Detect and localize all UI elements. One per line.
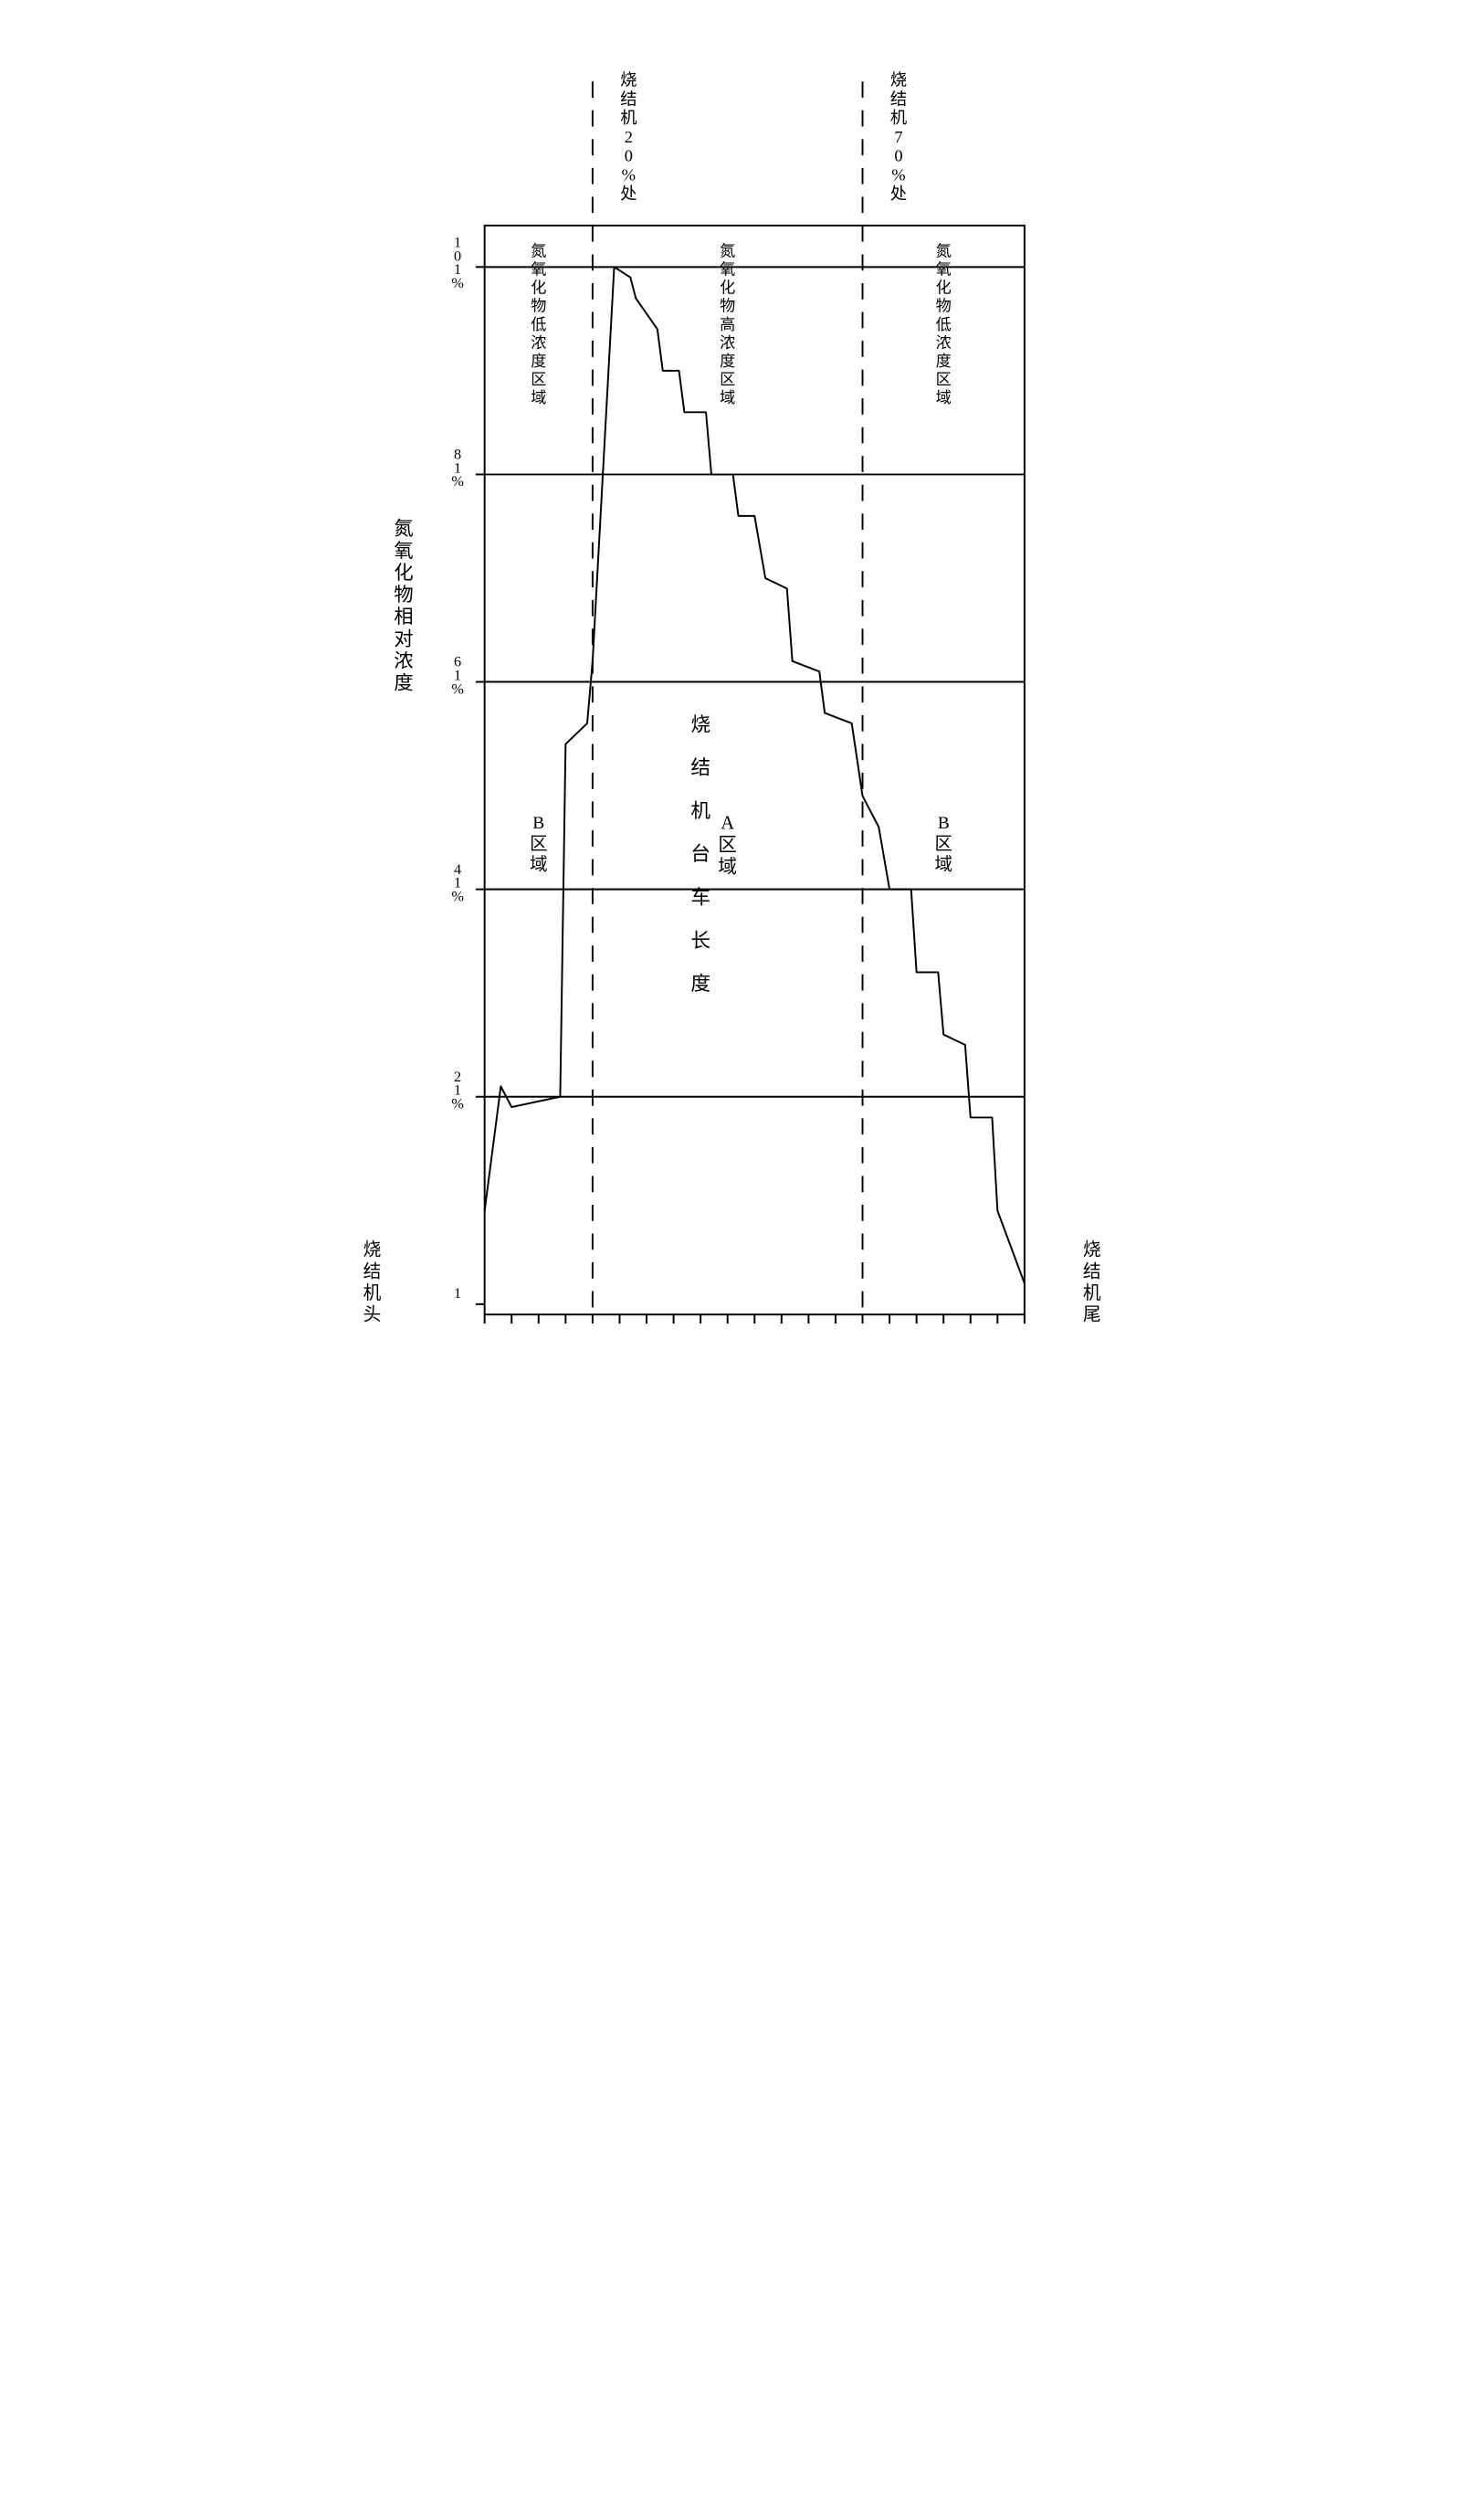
svg-text:化: 化 [394,562,413,584]
svg-text:低: 低 [531,316,546,333]
svg-text:机: 机 [690,800,710,822]
svg-text:氧: 氧 [720,261,735,279]
svg-text:7: 7 [894,128,902,146]
svg-text:烧: 烧 [1083,1240,1101,1260]
svg-text:0: 0 [894,147,902,165]
svg-text:B: B [938,814,950,833]
svg-text:域: 域 [936,389,952,406]
svg-text:氧: 氧 [936,261,952,279]
svg-text:度: 度 [936,353,952,370]
svg-text:氧: 氧 [394,540,413,562]
svg-text:%: % [891,165,905,184]
svg-text:浓: 浓 [394,649,413,671]
svg-text:%: % [451,275,464,291]
svg-text:度: 度 [690,973,710,995]
svg-text:结: 结 [363,1261,382,1281]
svg-text:氮: 氮 [531,242,546,259]
svg-text:%: % [451,888,464,904]
svg-text:区: 区 [720,371,735,388]
svg-text:%: % [451,1095,464,1112]
svg-text:2: 2 [625,128,633,146]
svg-text:区: 区 [934,835,952,854]
svg-text:长: 长 [690,930,710,952]
svg-text:度: 度 [720,353,735,370]
svg-text:%: % [622,165,636,184]
svg-text:1: 1 [454,1285,461,1302]
svg-text:烧: 烧 [363,1240,382,1260]
svg-text:高: 高 [720,316,735,333]
svg-text:头: 头 [363,1305,382,1325]
svg-text:烧: 烧 [890,71,907,90]
svg-text:%: % [451,473,464,490]
svg-text:烧: 烧 [690,713,710,735]
svg-text:氮: 氮 [936,242,952,259]
svg-text:域: 域 [531,389,546,406]
svg-text:度: 度 [394,671,413,693]
svg-text:区: 区 [531,371,546,388]
svg-text:A: A [721,813,734,833]
svg-text:化: 化 [531,279,546,297]
svg-text:处: 处 [890,185,907,203]
svg-text:物: 物 [394,584,413,606]
svg-text:域: 域 [934,855,952,875]
svg-text:烧: 烧 [620,71,637,90]
svg-text:度: 度 [531,353,546,370]
svg-text:%: % [451,680,464,697]
chart-figure: 101%81%61%41%21%1烧结机20%处烧结机70%处氮氧化物相对浓度氮… [331,37,1142,1427]
svg-text:物: 物 [936,298,952,315]
svg-text:域: 域 [720,389,735,406]
svg-text:结: 结 [1083,1261,1101,1281]
svg-text:浓: 浓 [720,334,735,352]
chart-svg: 101%81%61%41%21%1烧结机20%处烧结机70%处氮氧化物相对浓度氮… [331,37,1142,1422]
svg-text:区: 区 [530,835,547,854]
svg-text:结: 结 [620,90,637,108]
svg-text:车: 车 [690,887,710,909]
svg-text:机: 机 [620,109,637,127]
svg-text:0: 0 [625,147,633,165]
svg-text:物: 物 [720,298,735,315]
svg-text:化: 化 [720,279,735,297]
svg-text:域: 域 [718,857,737,878]
svg-text:氮: 氮 [394,518,413,540]
svg-text:浓: 浓 [531,334,546,352]
svg-text:区: 区 [936,371,952,388]
svg-text:B: B [532,814,544,833]
svg-text:台: 台 [690,843,710,865]
svg-text:低: 低 [936,316,952,333]
svg-text:氮: 氮 [720,242,735,259]
svg-text:浓: 浓 [936,334,952,352]
svg-text:区: 区 [718,836,737,856]
svg-text:尾: 尾 [1083,1305,1101,1325]
svg-text:域: 域 [530,855,547,875]
svg-text:处: 处 [620,185,637,203]
svg-text:机: 机 [890,109,908,127]
svg-text:物: 物 [531,298,546,315]
svg-text:相: 相 [394,606,413,627]
svg-text:氧: 氧 [531,261,546,279]
svg-text:对: 对 [394,627,413,649]
svg-text:结: 结 [690,757,710,779]
svg-text:机: 机 [363,1283,382,1303]
svg-text:机: 机 [1083,1283,1101,1303]
svg-text:化: 化 [936,279,952,297]
svg-text:结: 结 [890,90,907,108]
